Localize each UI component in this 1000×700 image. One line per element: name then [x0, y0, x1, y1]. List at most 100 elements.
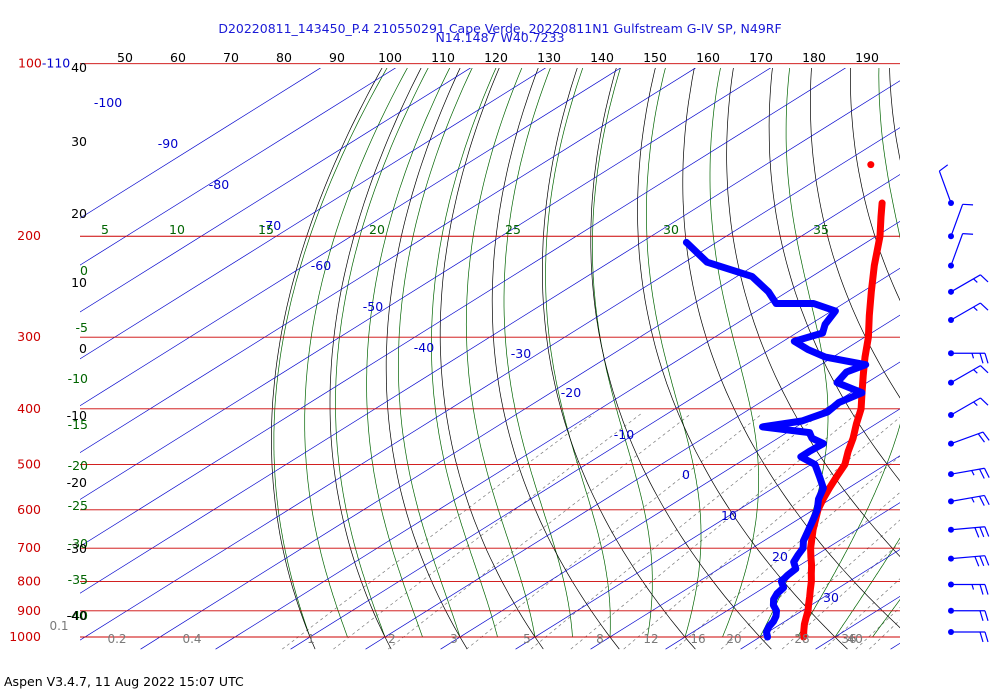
pressure-label: 900: [17, 603, 41, 618]
dry-adiabat-line: [768, 68, 900, 482]
moist-adiabat-line: [465, 68, 536, 638]
moist-adiabat-line: [304, 68, 408, 638]
wind-barb-feather: [984, 584, 989, 595]
dewpoint-profile-line: [682, 238, 870, 641]
isotherm-line: [80, 68, 472, 313]
wind-barb-feather: [979, 555, 985, 567]
wind-barb-shaft: [950, 233, 964, 266]
wind-barb: [948, 494, 990, 506]
temperature-f-label: 190: [855, 50, 879, 65]
isotherm-line: [80, 127, 900, 641]
wind-barb-shaft: [950, 274, 981, 293]
isotherm-label: 40: [847, 631, 863, 646]
mixing-ratio-line: [754, 519, 900, 650]
wind-barb-feather: [980, 365, 989, 374]
wind-barb-feather: [939, 164, 949, 172]
isobar-lines: [80, 63, 900, 638]
chart-title-line2: N14.1487 W40.7233: [435, 30, 565, 45]
temperature-f-label: 150: [643, 50, 667, 65]
wind-barb-half-feather: [973, 401, 978, 407]
wind-barb-feather: [974, 556, 980, 567]
pressure-label: 800: [17, 573, 41, 588]
isotherm-line: [215, 220, 900, 650]
isotherm-line: [80, 68, 397, 266]
theta-w-label: 20: [369, 222, 385, 237]
isotherm-label: -70: [261, 218, 281, 233]
isotherm-line: [890, 642, 900, 650]
mixing-ratio-line: [387, 413, 691, 650]
temperature-profile-line: [800, 199, 886, 641]
moist-adiabat-line: [759, 68, 829, 638]
wind-barb-feather: [982, 431, 990, 441]
theta-label: 20: [71, 206, 87, 221]
theta-label: 0: [79, 341, 87, 356]
chart-title-line1: D20220811_143450_P.4 210550291 Cape Verd…: [218, 21, 782, 36]
temperature-f-label: 170: [749, 50, 773, 65]
temperature-isolated-point: [867, 161, 875, 169]
isotherm-line: [80, 80, 900, 594]
wind-barb: [948, 350, 989, 364]
isotherm-label: 30: [823, 590, 839, 605]
isotherm-label: -10: [614, 427, 634, 442]
pressure-label: 500: [17, 456, 41, 471]
theta-w-label: 30: [663, 222, 679, 237]
chart-grid: [80, 42, 1000, 650]
wind-barb-feather: [962, 203, 974, 206]
isotherm-label: -60: [311, 258, 331, 273]
wind-barb-half-feather: [971, 584, 975, 590]
wind-barbs: [938, 164, 990, 643]
mixing-ratio-label: 0.2: [107, 632, 126, 646]
moist-adiabat-line: [797, 68, 900, 638]
mixing-ratio-line: [466, 413, 763, 650]
theta-e-label: -5: [76, 320, 88, 335]
dry-adiabat-line: [889, 68, 900, 161]
isotherm-label: -80: [209, 177, 229, 192]
isotherm-line: [80, 68, 772, 500]
wind-barb-half-feather: [973, 369, 978, 374]
temperature-f-label: 130: [537, 50, 561, 65]
mixing-ratio-label: 5: [523, 632, 531, 646]
isotherm-line: [80, 68, 847, 547]
wind-barb-shaft: [950, 302, 981, 321]
wind-barb-feather: [984, 353, 989, 364]
wind-barb: [948, 607, 989, 621]
dry-adiabat-line: [590, 68, 772, 650]
theta-e-label: -35: [68, 572, 88, 587]
temperature-f-label: 110: [431, 50, 455, 65]
isotherm-line: [80, 68, 322, 219]
dry-adiabat-line: [965, 42, 1000, 649]
wind-barb-half-feather: [971, 353, 975, 359]
wind-barb-shaft: [950, 397, 981, 416]
pressure-label: 1000: [9, 629, 41, 644]
theta-e-label: -25: [68, 498, 88, 513]
pressure-label: 100-110: [18, 56, 70, 71]
temperature-f-label: 160: [696, 50, 720, 65]
isotherm-line: [80, 68, 547, 360]
pressure-label: 700: [17, 540, 41, 555]
wind-barb: [948, 526, 990, 538]
wind-barb-feather: [984, 526, 990, 537]
wind-barb-feather: [977, 433, 985, 443]
wind-barb-feather: [983, 467, 990, 478]
wind-barb-feather: [979, 353, 984, 364]
wind-barb: [948, 233, 974, 269]
temperature-f-label: 50: [117, 50, 133, 65]
wind-barb: [948, 397, 989, 418]
moist-adiabat-line: [592, 68, 653, 638]
isotherm-label: 10: [721, 508, 737, 523]
pressure-label: 300: [17, 329, 41, 344]
mixing-ratio-line: [623, 416, 900, 650]
mixing-ratio-label: 0.4: [182, 632, 201, 646]
wind-barb-shaft: [950, 467, 985, 475]
wind-barb-shaft: [938, 170, 952, 204]
wind-barb-shaft: [950, 494, 985, 502]
isotherm-line: [290, 267, 900, 650]
moist-adiabat-line: [834, 537, 900, 638]
wind-barb-shaft: [950, 431, 984, 445]
theta-w-label: 10: [169, 222, 185, 237]
mixing-ratio-line: [281, 413, 595, 650]
isotherm-label: 20: [772, 549, 788, 564]
theta-w-label: 25: [505, 222, 521, 237]
isotherm-label: 0: [682, 467, 690, 482]
wind-barb-feather: [979, 610, 984, 621]
